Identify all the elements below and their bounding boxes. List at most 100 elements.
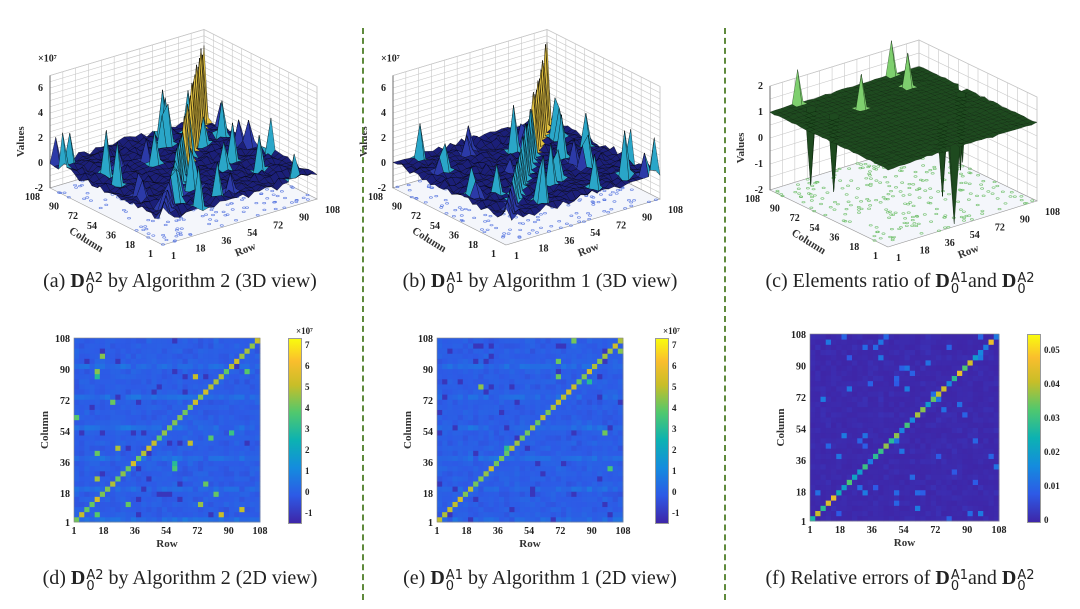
- floor-contour: [890, 237, 895, 240]
- floor-contour: [211, 213, 215, 217]
- heatmap-cell: [89, 338, 96, 344]
- heatmap-cell: [136, 511, 142, 518]
- heatmap-cell: [468, 409, 474, 416]
- floor-contour: [809, 206, 814, 209]
- heatmap-cell: [488, 450, 495, 456]
- heatmap-cell: [156, 353, 163, 359]
- heatmap-cell: [146, 363, 152, 370]
- heatmap-cell: [462, 378, 469, 385]
- heatmap-cell: [203, 460, 209, 467]
- heatmap-cell: [89, 455, 96, 462]
- heatmap-cell: [218, 373, 225, 380]
- floor-contour: [488, 215, 493, 218]
- heatmap-cell: [462, 486, 469, 492]
- floor-contour: [981, 180, 986, 183]
- heatmap-cell: [504, 460, 510, 467]
- heatmap-cell: [192, 353, 199, 359]
- heatmap-cell: [130, 414, 137, 421]
- heatmap-cell: [198, 394, 204, 400]
- heatmap-cell: [198, 419, 204, 426]
- floor-contour: [230, 208, 235, 211]
- column-tick-label: 108: [745, 194, 760, 205]
- heatmap-cell: [161, 373, 168, 380]
- heatmap-cell: [493, 424, 500, 431]
- heatmap-cell: [213, 496, 220, 502]
- heatmap-cell: [468, 414, 474, 421]
- heatmap-cell: [452, 338, 459, 344]
- heatmap-cell: [198, 358, 204, 364]
- floor-contour: [924, 171, 929, 174]
- heatmap-cell: [99, 424, 106, 431]
- floor-contour: [161, 234, 166, 237]
- heatmap-cell: [105, 358, 111, 364]
- heatmap-cell: [115, 384, 121, 390]
- heatmap-cell: [457, 476, 464, 482]
- heatmap-cell: [94, 409, 101, 416]
- floor-contour: [868, 182, 873, 186]
- heatmap-cell: [457, 430, 464, 436]
- heatmap-cell: [120, 430, 127, 436]
- heatmap-cell: [488, 394, 495, 400]
- heatmap-cell: [223, 358, 230, 364]
- heatmap-cell: [499, 409, 505, 416]
- heatmap-cell: [105, 460, 111, 467]
- heatmap-cell: [229, 491, 235, 497]
- heatmap-cell: [499, 506, 505, 513]
- row-tick-label: 108: [1045, 207, 1060, 218]
- heatmap-cell: [504, 491, 510, 497]
- column-tick-label: 18: [468, 240, 478, 251]
- heatmap-cell: [187, 394, 194, 400]
- column-tick-label: 90: [770, 204, 780, 215]
- heatmap-cell: [447, 373, 453, 380]
- heatmap-cell: [254, 419, 261, 426]
- heatmap-cell: [483, 378, 490, 385]
- heatmap-cell: [192, 516, 199, 523]
- heatmap-cell: [473, 363, 479, 370]
- heatmap-cell: [151, 486, 158, 492]
- row-tick-label: 72: [995, 222, 1005, 233]
- heatmap-cell: [146, 481, 152, 487]
- heatmap-cell: [442, 465, 448, 472]
- heatmap-cell: [462, 424, 469, 431]
- heatmap-cell: [447, 404, 453, 410]
- heatmap-cell: [89, 404, 96, 410]
- heatmap-cell: [125, 440, 132, 446]
- heatmap-cell: [192, 511, 199, 518]
- floor-contour: [963, 181, 968, 184]
- heatmap-cell: [110, 363, 116, 370]
- heatmap-cell: [499, 419, 505, 426]
- heatmap-cell: [452, 358, 459, 364]
- heatmap-cell: [249, 470, 256, 477]
- heatmap-cell: [244, 486, 251, 492]
- heatmap-cell: [244, 348, 251, 354]
- heatmap-cell: [187, 363, 194, 370]
- heatmap-cell: [478, 404, 484, 410]
- heatmap-cell: [141, 384, 147, 390]
- heatmap-cell: [99, 460, 106, 467]
- heatmap-cell: [462, 450, 469, 456]
- heatmap-cell: [79, 389, 85, 395]
- heatmap-cell: [167, 501, 173, 508]
- heatmap-cell: [208, 338, 214, 344]
- heatmap-cell: [504, 358, 510, 364]
- heatmap-cell: [229, 338, 235, 344]
- heatmap-cell: [99, 338, 106, 344]
- heatmap-cell: [89, 501, 96, 508]
- heatmap-cell: [218, 353, 225, 359]
- floor-contour: [921, 164, 926, 167]
- heatmap-cell: [493, 430, 500, 436]
- floor-contour: [188, 233, 193, 236]
- floor-contour: [150, 219, 155, 223]
- surface-patch: [501, 201, 512, 221]
- floor-contour: [124, 210, 128, 213]
- heatmap-cell: [110, 450, 116, 456]
- heatmap-cell: [115, 476, 121, 482]
- heatmap-cell: [442, 440, 448, 446]
- heatmap-cell: [136, 506, 142, 513]
- heatmap-cell: [79, 378, 85, 385]
- heatmap-cell: [213, 481, 220, 487]
- heatmap-cell: [146, 516, 152, 523]
- heatmap-cell: [452, 384, 459, 390]
- row-tick-label: 54: [161, 526, 171, 537]
- heatmap-cell: [136, 414, 142, 421]
